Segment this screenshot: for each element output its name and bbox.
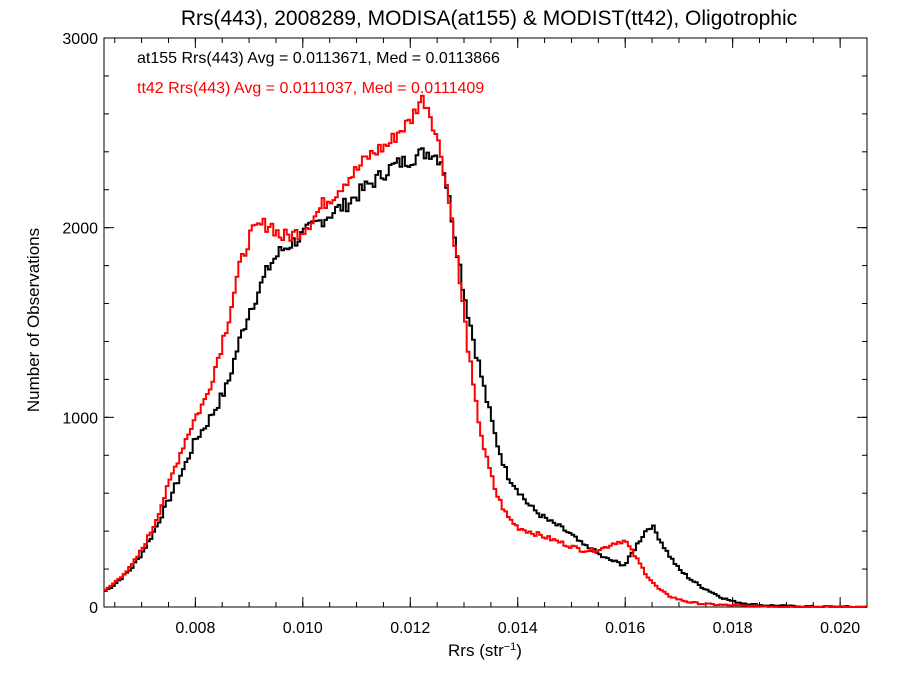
x-axis-label-close: ): [516, 641, 522, 660]
x-tick-label: 0.008: [175, 620, 215, 637]
y-tick-label: 3000: [62, 31, 98, 48]
y-tick-label: 2000: [62, 221, 98, 238]
stats-line-red: tt42 Rrs(443) Avg = 0.0111037, Med = 0.0…: [137, 80, 484, 97]
tick-labels: 0.008 0.010 0.012 0.014 0.016 0.018 0.020 0 1000…: [62, 31, 860, 637]
x-tick-label: 0.014: [498, 620, 538, 637]
x-axis-label-main: Rrs (str: [448, 641, 504, 660]
series-layer: [104, 94, 867, 608]
series-tt42-line: [104, 94, 867, 608]
plot-frame: [103, 37, 868, 608]
axis-ticks: [104, 37, 868, 608]
x-tick-label: 0.016: [605, 620, 645, 637]
x-tick-label: 0.020: [820, 620, 860, 637]
x-tick-label: 0.010: [283, 620, 323, 637]
x-tick-label: 0.018: [713, 620, 753, 637]
x-axis-label-sup: −1: [504, 641, 517, 653]
y-tick-label: 1000: [62, 410, 98, 427]
x-axis-label: Rrs (str−1): [448, 641, 522, 660]
y-axis-label: Number of Observations: [24, 228, 43, 412]
stats-line-black: at155 Rrs(443) Avg = 0.0113671, Med = 0.…: [137, 50, 500, 67]
x-tick-label: 0.012: [390, 620, 430, 637]
series-at155-line: [104, 147, 867, 608]
y-tick-label: 0: [89, 600, 98, 617]
chart-title: Rrs(443), 2008289, MODISA(at155) & MODIS…: [181, 7, 797, 30]
